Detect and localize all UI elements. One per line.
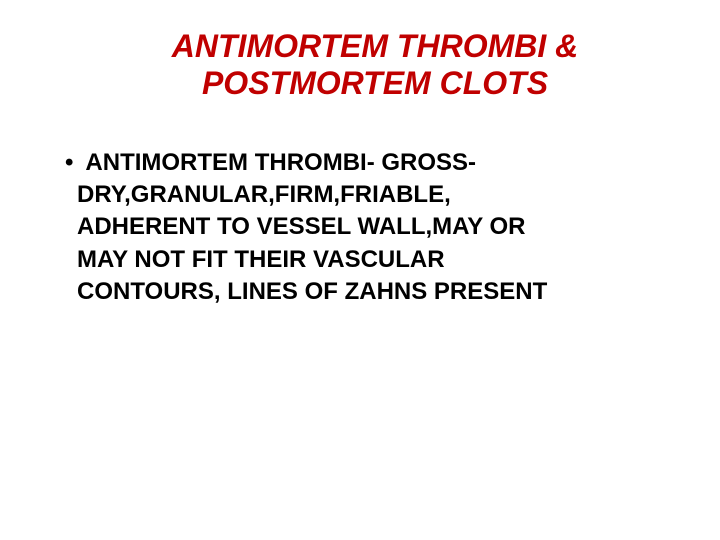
bullet-continuation-1: DRY,GRANULAR,FIRM,FRIABLE, xyxy=(77,179,680,211)
title-line-2: POSTMORTEM CLOTS xyxy=(90,65,660,102)
bullet-continuation-3: MAY NOT FIT THEIR VASCULAR xyxy=(77,244,680,276)
bullet-continuation-4: CONTOURS, LINES OF ZAHNS PRESENT xyxy=(77,276,680,308)
bullet-marker: • xyxy=(65,147,73,179)
bullet-continuation-2: ADHERENT TO VESSEL WALL,MAY OR xyxy=(77,211,680,243)
slide: ANTIMORTEM THROMBI & POSTMORTEM CLOTS • … xyxy=(0,0,720,540)
bullet-item: • ANTIMORTEM THROMBI- GROSS- xyxy=(65,147,680,179)
slide-title: ANTIMORTEM THROMBI & POSTMORTEM CLOTS xyxy=(90,28,660,102)
bullet-lead-text: ANTIMORTEM THROMBI- GROSS- xyxy=(85,147,476,179)
bullet-list: • ANTIMORTEM THROMBI- GROSS- DRY,GRANULA… xyxy=(40,147,680,309)
title-line-1: ANTIMORTEM THROMBI & xyxy=(90,28,660,65)
